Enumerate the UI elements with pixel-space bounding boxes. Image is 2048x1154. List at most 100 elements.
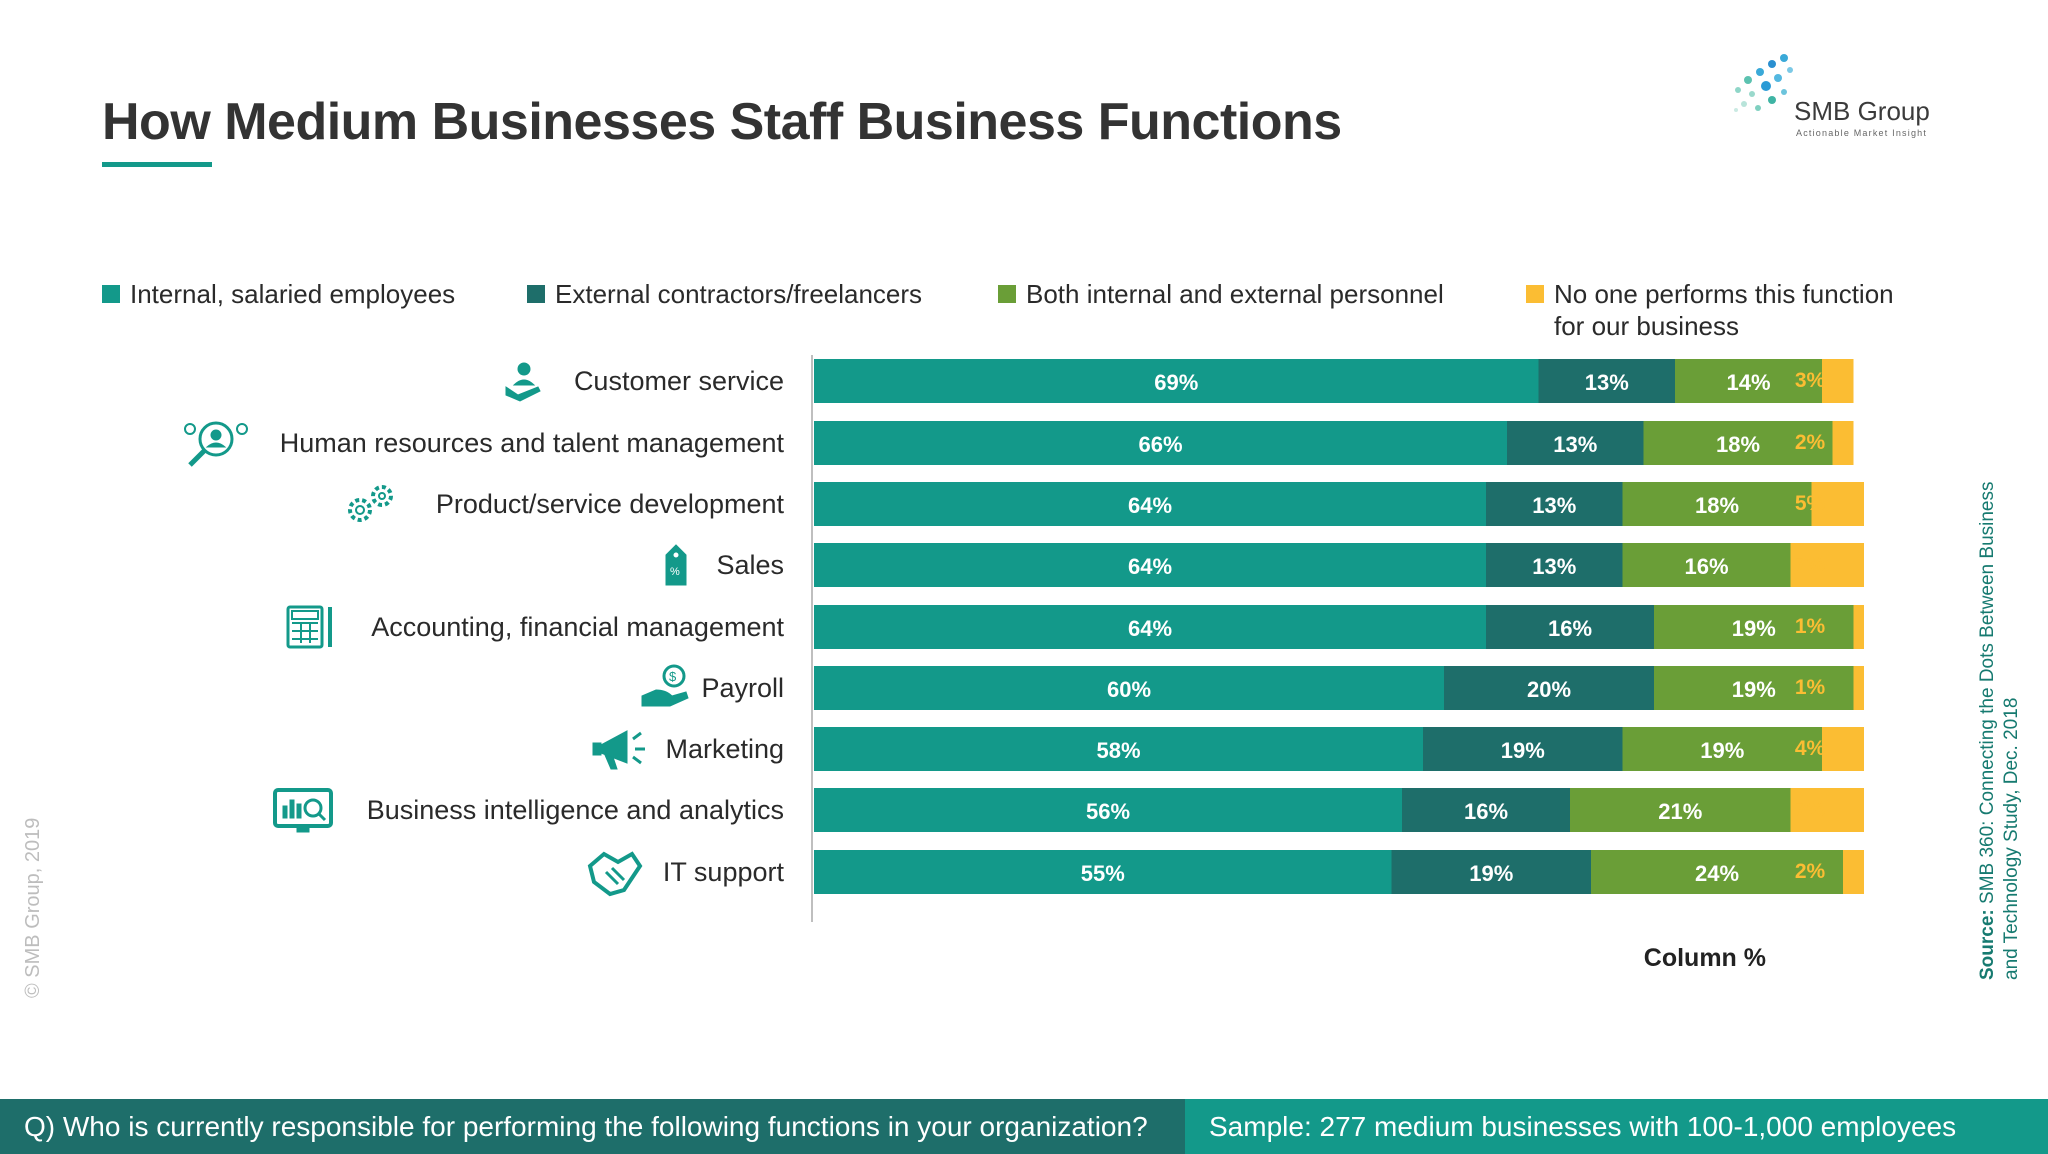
legend-label: Both internal and external personnel bbox=[1026, 279, 1444, 309]
bar-segment bbox=[1853, 666, 1864, 710]
bar-segment bbox=[1622, 543, 1791, 587]
category-label: Marketing bbox=[665, 734, 784, 764]
data-label: 56% bbox=[1086, 799, 1130, 824]
footer-question: Q) Who is currently responsible for perf… bbox=[0, 1099, 1185, 1154]
calculator-icon bbox=[286, 605, 332, 649]
logo-dots-icon bbox=[1734, 54, 1793, 112]
gears-icon bbox=[348, 485, 393, 522]
bar-segment bbox=[1853, 605, 1864, 649]
data-label: 21% bbox=[1658, 799, 1702, 824]
bar-segment bbox=[1402, 788, 1570, 832]
legend-swatch bbox=[1526, 285, 1544, 303]
data-label: 19% bbox=[1469, 861, 1513, 886]
source-text: SMB 360: Connecting the Dots Between Bus… bbox=[1977, 481, 2022, 981]
data-label: 19% bbox=[1732, 616, 1776, 641]
logo-tagline: Actionable Market Insight bbox=[1796, 128, 1928, 138]
bar-segment bbox=[1391, 850, 1591, 894]
data-label: 16% bbox=[1684, 554, 1728, 579]
bar-segment bbox=[1507, 421, 1644, 465]
copyright: © SMB Group, 2019 bbox=[22, 817, 44, 998]
chart-row: IT support 55% 19% 24% 2% bbox=[587, 850, 1864, 897]
data-label: 64% bbox=[1128, 616, 1172, 641]
stacked-bar-chart: Customer service 69% 13% 14% 3% Human resourc… bbox=[184, 355, 1864, 972]
data-label: 69% bbox=[1154, 370, 1198, 395]
data-label: 3% bbox=[1795, 369, 1826, 392]
bar-segment bbox=[814, 543, 1486, 587]
data-label: 24% bbox=[1695, 861, 1739, 886]
analytics-monitor-icon bbox=[273, 788, 333, 833]
legend-label: External contractors/freelancers bbox=[555, 279, 923, 309]
category-label: IT support bbox=[663, 857, 785, 887]
category-label: Customer service bbox=[574, 366, 784, 396]
bar-segment bbox=[1591, 850, 1843, 894]
source-label: Source: bbox=[1977, 909, 1998, 980]
chart-row: Marketing 58% 19% 19% 4% bbox=[592, 727, 1864, 771]
x-axis-label: Column % bbox=[1644, 944, 1766, 972]
price-tag-icon: % bbox=[665, 544, 687, 586]
category-label: Sales bbox=[716, 550, 784, 580]
category-label: Accounting, financial management bbox=[371, 612, 784, 642]
bar-segment bbox=[1822, 359, 1854, 403]
chart-row: Payroll $60% 20% 19% 1% bbox=[641, 664, 1864, 710]
data-label: 14% bbox=[1726, 370, 1770, 395]
chart-row: Accounting, financial management 64% 16% 19… bbox=[286, 605, 1864, 649]
bar-segment bbox=[1570, 788, 1791, 832]
data-label: 18% bbox=[1716, 432, 1760, 457]
bar-segment bbox=[814, 359, 1539, 403]
title-underline bbox=[102, 162, 212, 167]
bar-segment bbox=[1822, 727, 1864, 771]
data-label: 4% bbox=[1795, 737, 1826, 760]
handshake-icon bbox=[587, 851, 643, 897]
bar-segment bbox=[1423, 727, 1623, 771]
smb-group-logo: SMB Group Actionable Market Insight bbox=[1728, 50, 1968, 140]
data-label: 13% bbox=[1532, 493, 1576, 518]
data-label: 19% bbox=[1732, 677, 1776, 702]
bar-segment bbox=[1538, 359, 1675, 403]
data-label: 64% bbox=[1128, 554, 1172, 579]
data-label: 16% bbox=[1548, 616, 1592, 641]
category-label: Payroll bbox=[701, 673, 784, 703]
category-label: Business intelligence and analytics bbox=[367, 795, 784, 825]
bar-segment bbox=[1832, 421, 1854, 465]
data-label: 13% bbox=[1585, 370, 1629, 395]
chart-row: Customer service 69% 13% 14% 3% bbox=[505, 359, 1854, 403]
data-label: 13% bbox=[1553, 432, 1597, 457]
bar-segment bbox=[1811, 482, 1864, 526]
data-label: 1% bbox=[1795, 615, 1826, 638]
chart-row: Sales% 64% 13% 16% 7% bbox=[665, 543, 1864, 587]
chart-row: Human resources and talent management 66%… bbox=[184, 421, 1854, 467]
bar-segment bbox=[1444, 666, 1654, 710]
svg-text:$: $ bbox=[669, 669, 677, 684]
data-label: 64% bbox=[1128, 493, 1172, 518]
chart-row: Business intelligence and analytics 56% 16… bbox=[273, 788, 1864, 833]
data-label: 5% bbox=[1795, 492, 1826, 515]
bar-segment bbox=[1486, 482, 1623, 526]
bar-segment bbox=[1486, 605, 1654, 649]
bar-segment bbox=[814, 421, 1507, 465]
bar-segment bbox=[814, 605, 1486, 649]
data-label: 16% bbox=[1464, 799, 1508, 824]
data-label: 19% bbox=[1700, 738, 1744, 763]
bar-segment bbox=[814, 850, 1392, 894]
data-label: 2% bbox=[1795, 860, 1826, 883]
data-label: 66% bbox=[1138, 432, 1182, 457]
bar-segment bbox=[814, 788, 1402, 832]
bar-segment bbox=[1790, 788, 1864, 832]
logo-name: SMB Group bbox=[1794, 96, 1930, 126]
footer: Q) Who is currently responsible for perf… bbox=[0, 1099, 2048, 1154]
legend-label: No one performs this function for our bus… bbox=[1554, 279, 1894, 341]
hr-search-icon bbox=[184, 421, 248, 467]
customer-service-icon bbox=[505, 362, 541, 402]
bar-segment bbox=[1675, 359, 1822, 403]
bar-segment bbox=[1622, 482, 1812, 526]
bar-segment bbox=[814, 666, 1444, 710]
payroll-icon: $ bbox=[641, 664, 689, 707]
data-label: 7% bbox=[1795, 553, 1826, 576]
legend-label: Internal, salaried employees bbox=[130, 279, 456, 309]
data-label: 18% bbox=[1695, 493, 1739, 518]
data-label: 58% bbox=[1096, 738, 1140, 763]
megaphone-icon bbox=[592, 730, 645, 770]
data-label: 7% bbox=[1795, 798, 1826, 821]
bar-segment bbox=[1654, 666, 1854, 710]
category-label: Product/service development bbox=[436, 489, 785, 519]
